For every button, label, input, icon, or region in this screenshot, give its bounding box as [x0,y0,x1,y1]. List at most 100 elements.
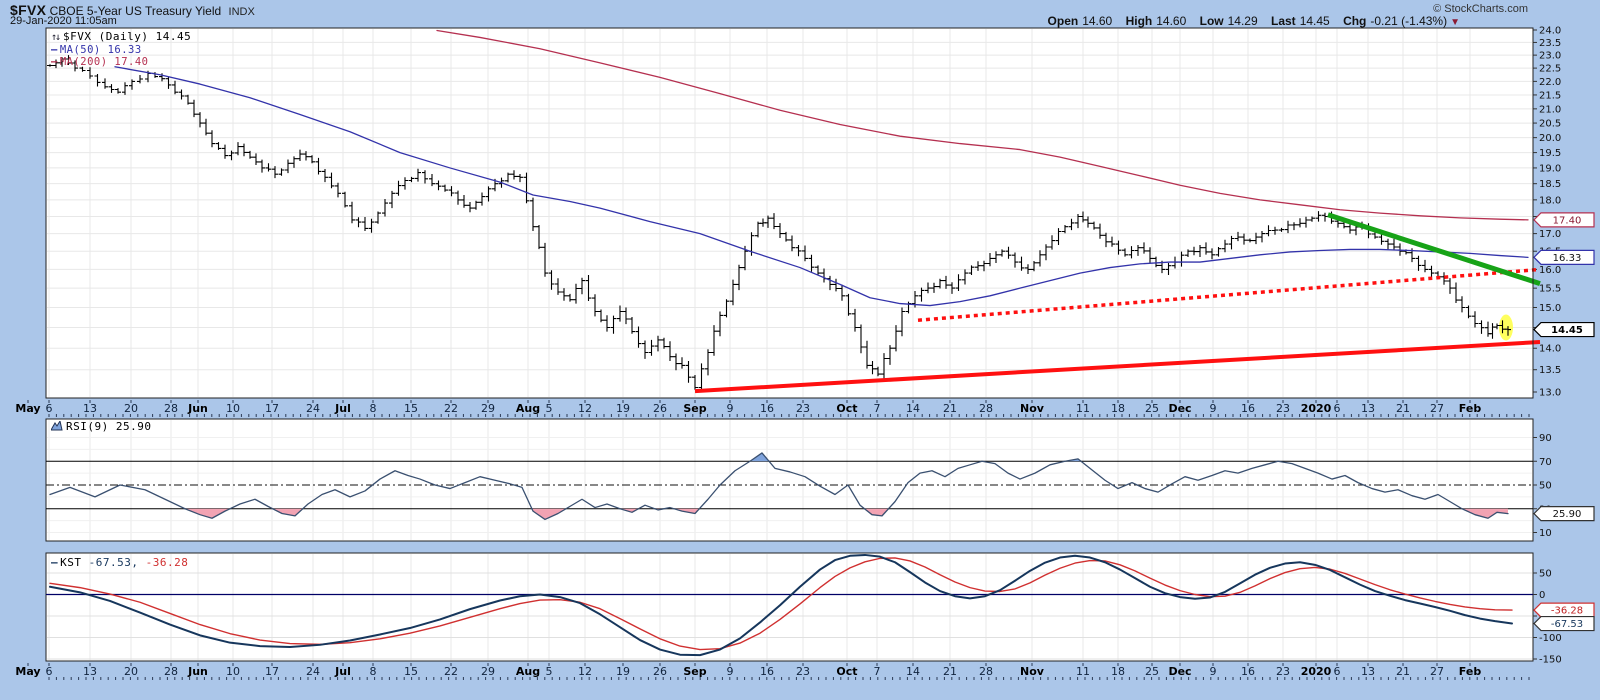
x-axis-date-label: 7 [874,665,881,678]
chart-header: $FVX CBOE 5-Year US Treasury Yield INDX [10,2,255,18]
chg-value: -0.21 (-1.43%) [1370,14,1448,28]
x-axis-date-label: 8 [370,665,377,678]
rsi-legend: RSI(9) 25.90 [50,419,151,433]
main-y-tick-label: 18.0 [1539,195,1561,206]
high-value: 14.60 [1156,14,1187,28]
x-axis-date-label: 6 [46,665,53,678]
x-axis-date-label: 13 [1361,665,1375,678]
open-value: 14.60 [1082,14,1113,28]
x-axis-date-label: Sep [683,402,706,415]
x-axis-date-label: Dec [1168,402,1191,415]
main-y-tick-label: 16.0 [1539,265,1561,276]
x-axis-date-label: 22 [444,665,458,678]
main-y-tick-label: 23.0 [1539,51,1561,62]
main-y-tick-label: 19.5 [1539,148,1561,159]
kst-signal-value: -36.28 [145,556,189,569]
x-axis-date-label: 29 [481,402,495,415]
copyright-link[interactable]: © StockCharts.com [1433,3,1528,15]
x-axis-date-label: Aug [516,402,540,415]
kst-line [49,553,1513,657]
x-axis-date-label: 20 [124,665,138,678]
main-y-tick-label: 24.0 [1539,26,1561,37]
x-axis-date-label: 17 [265,665,279,678]
axis-callout [1533,615,1595,632]
x-axis-date-label: Nov [1020,665,1045,678]
main-chart-legend: ↑↓ $FVX (Daily) 14.45 — MA(50) 16.33 — MA(2… [51,31,191,69]
x-axis-date-label: 26 [653,402,667,415]
main-y-tick-label: 22.0 [1539,77,1561,88]
axis-callout-value: 16.33 [1553,253,1582,264]
x-axis-date-label: Jun [187,665,208,678]
axis-callout-value: 17.40 [1553,215,1582,226]
x-axis-date-label: Oct [836,402,857,415]
x-axis-date-label: 21 [1396,402,1410,415]
x-axis-date-label: 24 [306,665,320,678]
x-axis-date-label: 19 [616,402,630,415]
x-axis-date-label: Jul [334,402,351,415]
x-axis-date-label: Oct [836,665,857,678]
high-label: High [1125,14,1153,28]
axis-callout-value: 14.45 [1551,325,1583,336]
x-axis-date-label: 28 [164,665,178,678]
rsi-oversold-fill [531,508,566,520]
ma50-line [114,66,1529,307]
kst-y-tick-label: -150 [1539,655,1562,666]
panel-border [45,418,1534,542]
open-label: Open [1047,14,1079,28]
x-axis-date-label: Feb [1459,402,1482,415]
panel-background [46,28,1533,398]
panel-border [45,552,1534,662]
price-style-icon: ↑↓ [51,32,61,43]
rsi-indicator-icon [50,419,63,431]
x-axis-date-label: 20 [124,402,138,415]
rsi-y-tick-label: 10 [1539,528,1552,539]
x-axis-date-label: Dec [1168,665,1191,678]
chg-label: Chg [1343,14,1367,28]
x-axis-date-label: 18 [1111,402,1125,415]
x-axis-date-label: Aug [516,665,540,678]
chart-datetime: 29-Jan-2020 11:05am [10,15,117,27]
x-axis-date-label: 27 [1430,665,1444,678]
x-axis-date-label: 7 [874,402,881,415]
x-axis-date-label: 9 [1210,402,1217,415]
main-y-tick-label: 20.5 [1539,119,1561,130]
rsi-oversold-fill [674,508,700,514]
rising-support-line [694,339,1541,394]
x-axis-date-label: 6 [1334,402,1341,415]
x-axis-date-label: 12 [578,665,592,678]
x-axis-date-label: 14 [906,665,920,678]
x-axis-date-label: 29 [481,665,495,678]
x-axis-date-label: 2020 [1301,402,1332,415]
rising-dotted-line [917,267,1541,322]
x-axis-date-label: 23 [1276,665,1290,678]
rsi-line [49,452,1509,521]
index-tag: INDX [228,6,255,18]
panel-background [46,553,1533,661]
rsi-oversold-fill [1462,508,1508,519]
main-y-tick-label: 14.0 [1539,344,1561,355]
x-axis-date-label: 19 [616,665,630,678]
x-axis-date-label: 16 [1241,665,1255,678]
low-label: Low [1199,14,1224,28]
main-y-tick-label: 22.5 [1539,64,1561,75]
x-axis-date-label: 16 [760,665,774,678]
x-axis-date-label: 24 [306,402,320,415]
x-axis-date-label: 9 [727,665,734,678]
ma200-line [436,29,1529,221]
falling-resistance-line [1327,212,1541,286]
symbol-name: CBOE 5-Year US Treasury Yield [49,4,222,18]
x-axis-date-label: 12 [578,402,592,415]
x-axis-date-label: 17 [265,402,279,415]
last-bar-highlight [1499,314,1513,341]
x-axis-date-label: 9 [1210,665,1217,678]
last-label: Last [1271,14,1296,28]
x-axis-date-label: 6 [1334,665,1341,678]
main-y-tick-label: 15.5 [1539,284,1561,295]
x-axis-date-label: 26 [653,665,667,678]
x-axis-date-label: Feb [1459,665,1482,678]
x-axis-date-label: 25 [1145,402,1159,415]
x-axis-date-label: 28 [164,402,178,415]
kst-legend: — KST -67.53, -36.28 [51,557,188,569]
last-value: 14.45 [1299,14,1330,28]
